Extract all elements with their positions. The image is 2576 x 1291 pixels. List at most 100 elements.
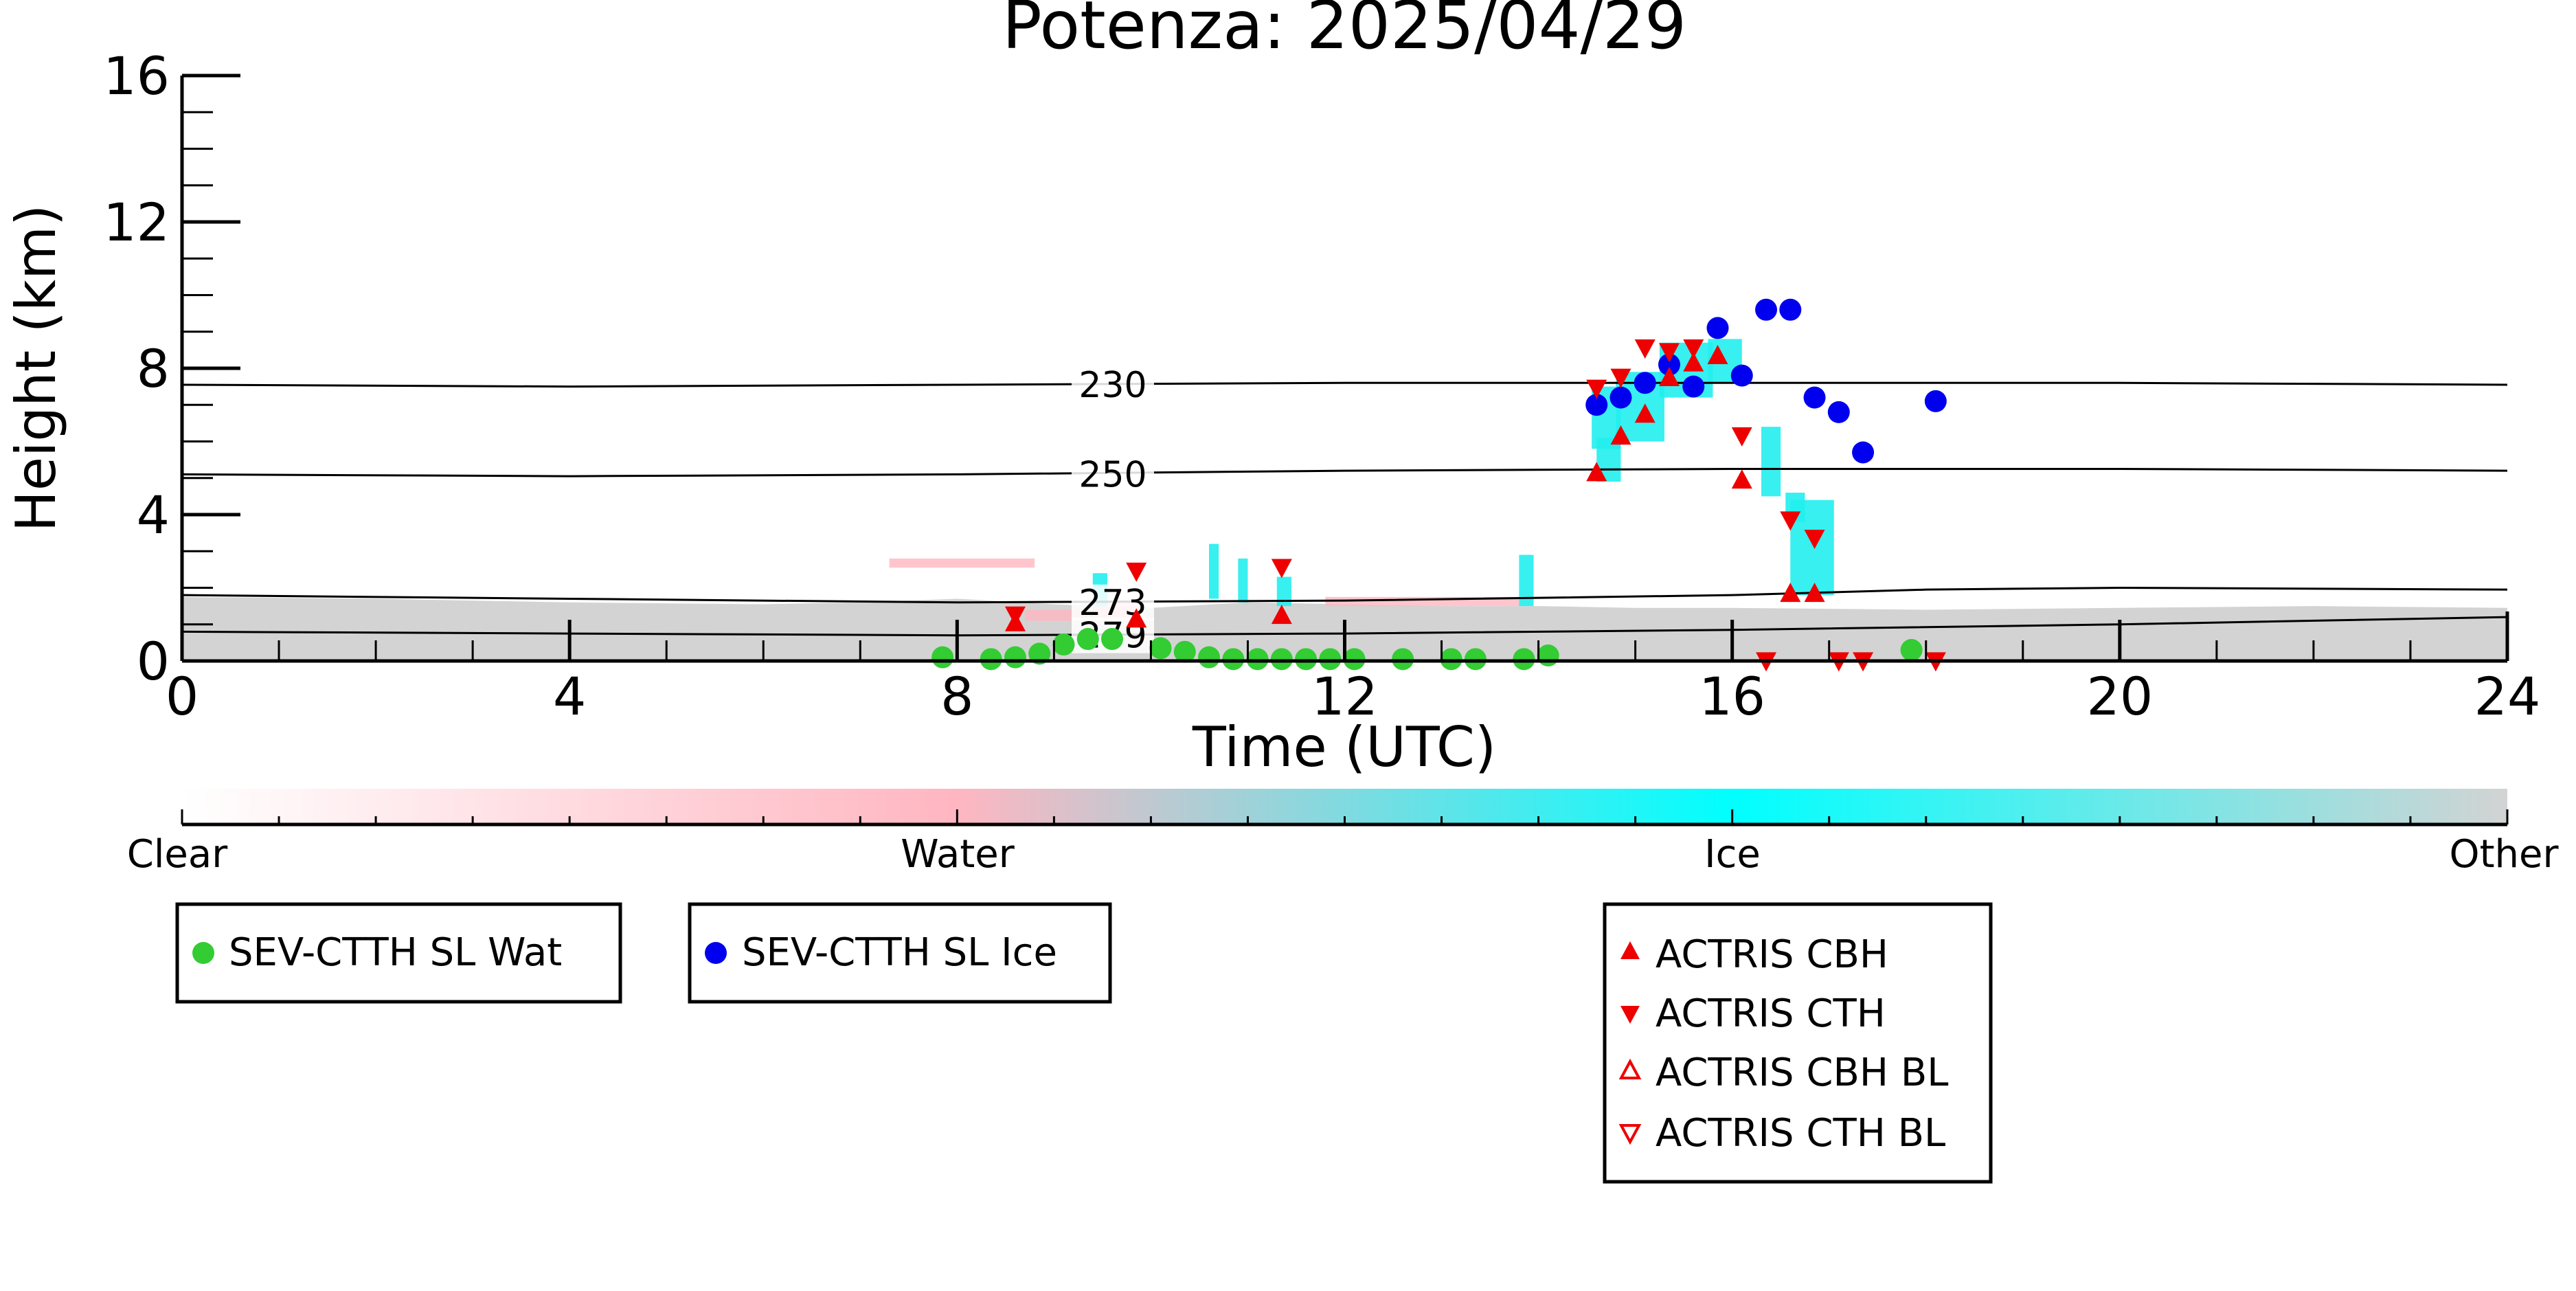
isotherm-250 — [181, 467, 2508, 478]
isotherm-label-bg — [1072, 366, 1154, 403]
point-sev-ctth-sl-ice — [1682, 375, 1705, 398]
point-sev-ctth-sl-wat — [1198, 646, 1221, 669]
y-tick-label: 0 — [137, 631, 170, 692]
isotherm-273 — [181, 586, 2508, 604]
y-tick-label: 12 — [103, 192, 170, 253]
point-actris-cbh — [1780, 583, 1801, 603]
point-actris-cth — [1634, 339, 1656, 359]
legend-sev-water: SEV-CTTH SL Wat — [175, 902, 622, 1004]
point-sev-ctth-sl-wat — [1440, 648, 1462, 671]
isotherm-label-230: 230 — [1078, 365, 1146, 406]
isotherm-label-250: 250 — [1078, 454, 1146, 495]
point-sev-ctth-sl-wat — [1052, 633, 1075, 656]
point-sev-ctth-sl-ice — [1755, 298, 1778, 321]
cloud-ice-patch — [1209, 543, 1219, 599]
point-actris-cbh — [1586, 462, 1607, 482]
point-sev-ctth-sl-ice — [1585, 394, 1608, 416]
colorbar-label-other: Other — [2449, 832, 2559, 877]
point-actris-cbh — [1731, 469, 1752, 489]
point-sev-ctth-sl-ice — [1658, 353, 1680, 376]
x-tick-label: 8 — [940, 666, 973, 727]
point-sev-ctth-sl-ice — [1827, 401, 1850, 423]
point-actris-cth — [1780, 511, 1801, 531]
colorbar-label-clear: Clear — [127, 832, 228, 877]
point-sev-ctth-sl-ice — [1634, 372, 1656, 394]
point-actris-cbh — [1804, 583, 1825, 603]
legend-marker-cbh-bl — [1618, 1058, 1642, 1079]
isotherm-label-bg — [1072, 584, 1154, 620]
legend-marker-cth-bl — [1618, 1124, 1642, 1145]
point-actris-cth — [1610, 368, 1631, 388]
cloud-ice-patch — [1519, 554, 1534, 607]
point-sev-ctth-sl-ice — [1730, 364, 1753, 387]
point-sev-ctth-sl-wat — [1173, 640, 1196, 663]
cloud-ice-patch — [1761, 427, 1781, 497]
point-actris-cbh — [1683, 352, 1704, 372]
point-sev-ctth-sl-wat — [1295, 648, 1318, 671]
point-sev-ctth-sl-wat — [931, 646, 954, 669]
legend-label-cbh-bl: ACTRIS CBH BL — [1656, 1051, 1948, 1095]
point-actris-cth — [1004, 606, 1026, 626]
point-sev-ctth-sl-ice — [1609, 386, 1632, 409]
point-sev-ctth-sl-wat — [1101, 628, 1123, 651]
point-sev-ctth-sl-wat — [1392, 648, 1414, 671]
point-sev-ctth-sl-ice — [1852, 441, 1875, 464]
point-actris-cbh — [1610, 425, 1631, 445]
point-actris-cth — [1731, 427, 1752, 447]
point-sev-ctth-sl-wat — [1149, 637, 1172, 660]
point-sev-ctth-sl-wat — [1222, 648, 1245, 671]
point-actris-cth — [1683, 339, 1704, 359]
y-tick-label: 16 — [103, 45, 170, 106]
point-sev-ctth-sl-wat — [1343, 648, 1366, 671]
point-actris-cth — [1271, 559, 1292, 579]
chart-title: Potenza: 2025/04/29 — [1002, 0, 1686, 64]
colorbar-label-ice: Ice — [1704, 832, 1761, 877]
x-axis-label: Time (UTC) — [1192, 715, 1496, 779]
point-actris-cth — [1586, 379, 1607, 399]
legend-marker-cbh — [1620, 941, 1640, 959]
axis-tick-labels: 0 4 8 12 16 20 24 0 4 8 12 16 — [103, 45, 2540, 727]
isotherm-230 — [181, 381, 2508, 388]
point-sev-ctth-sl-ice — [1803, 386, 1826, 409]
axes — [180, 76, 2509, 663]
point-actris-cth — [1126, 562, 1147, 582]
legend-label-cth: ACTRIS CTH — [1656, 991, 1886, 1036]
x-tick-label: 24 — [2474, 666, 2541, 727]
point-sev-ctth-sl-wat — [1537, 644, 1559, 667]
legend-actris: ACTRIS CBH ACTRIS CTH ACTRIS CBH BL ACTR… — [1603, 902, 1993, 1184]
point-actris-cth — [1804, 529, 1825, 549]
x-tick-label: 0 — [166, 666, 199, 727]
y-axis-label: Height (km) — [4, 205, 68, 532]
legend-sev-ice: SEV-CTTH SL Ice — [688, 902, 1112, 1004]
point-sev-ctth-sl-wat — [1004, 646, 1026, 669]
point-actris-cbh — [1271, 605, 1292, 625]
legend-marker-cth — [1620, 1006, 1640, 1024]
legend-label-wat: SEV-CTTH SL Wat — [229, 930, 562, 975]
legend-label-ice: SEV-CTTH SL Ice — [742, 930, 1057, 975]
y-tick-label: 8 — [137, 338, 170, 399]
y-tick-label: 4 — [137, 484, 170, 546]
legend-label-cth-bl: ACTRIS CTH BL — [1656, 1111, 1945, 1156]
legend-label-cbh: ACTRIS CBH — [1656, 932, 1888, 977]
point-sev-ctth-sl-wat — [1028, 642, 1051, 665]
point-sev-ctth-sl-wat — [1900, 639, 1923, 662]
x-tick-label: 4 — [553, 666, 586, 727]
cloud-ice-patch — [1276, 576, 1291, 607]
colorbar: Clear Water Ice Other — [127, 789, 2559, 877]
point-sev-ctth-sl-ice — [1779, 298, 1802, 321]
point-sev-ctth-sl-wat — [980, 648, 1002, 671]
x-tick-label: 16 — [1699, 666, 1765, 727]
point-actris-cbh — [1658, 366, 1680, 386]
point-sev-ctth-sl-wat — [1246, 648, 1269, 671]
point-actris-cbh — [1707, 345, 1728, 365]
point-actris-cbh — [1126, 608, 1147, 628]
point-sev-ctth-sl-ice — [1924, 390, 1947, 412]
cloud-water-patch — [889, 558, 1035, 568]
axis-ticks — [180, 74, 2509, 663]
point-sev-ctth-sl-wat — [1076, 628, 1099, 651]
point-actris-cth — [1658, 343, 1680, 363]
x-tick-label: 20 — [2086, 666, 2153, 727]
colorbar-label-water: Water — [901, 832, 1015, 877]
x-tick-label: 12 — [1311, 666, 1378, 727]
